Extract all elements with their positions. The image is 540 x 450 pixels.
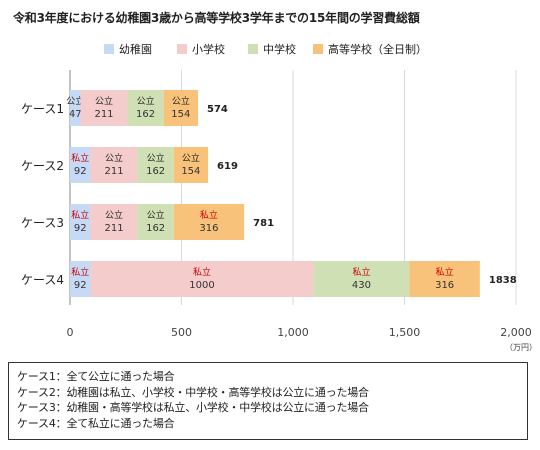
legend-label: 高等学校（全日制） (328, 42, 427, 56)
category-label: ケース2 (21, 159, 64, 173)
total-label: 619 (217, 161, 238, 172)
bar-segment (90, 147, 138, 183)
total-label: 781 (253, 218, 274, 229)
segment-type-label: 公立 (95, 95, 113, 107)
notes-box: ケース1：全て公立に通った場合 ケース2：幼稚園は私立、小学校・中学校・高等学校… (8, 362, 528, 440)
legend-label: 幼稚園 (119, 43, 152, 56)
segment-value-label: 316 (435, 280, 454, 291)
legend-swatch (104, 44, 114, 54)
segment-value-label: 92 (74, 280, 87, 291)
segment-value-label: 162 (146, 166, 165, 177)
segment-value-label: 211 (104, 166, 123, 177)
bar-segment (313, 261, 410, 297)
segment-value-label: 154 (171, 109, 190, 120)
segment-value-label: 154 (181, 166, 200, 177)
note-case-1: ケース1：全て公立に通った場合 (17, 370, 175, 383)
segment-value-label: 211 (94, 109, 113, 120)
axis-labels: 0 500 1,000 1,500 2,000 （万円） (67, 326, 538, 352)
bar-segment (163, 90, 199, 126)
segment-type-label: 公立 (105, 209, 123, 221)
segment-type-label: 私立 (71, 152, 89, 164)
bar-segment (137, 147, 174, 183)
legend-swatch (313, 44, 323, 54)
segment-type-label: 公立 (182, 152, 200, 164)
segment-type-label: 私立 (436, 266, 454, 278)
segment-value-label: 162 (136, 109, 155, 120)
x-tick-label: 1,000 (277, 326, 309, 339)
bar-segment (127, 90, 164, 126)
segment-type-label: 公立 (147, 152, 165, 164)
segment-value-label: 430 (352, 280, 371, 291)
chart-title: 令和3年度における幼稚園3歳から高等学校3学年までの15年間の学習費総額 (13, 11, 420, 25)
bar-segment (70, 147, 91, 183)
bars: 公立 47 公立 211 公立 162 公立 154 574 ケース1 私立 92 公立 211 公立 162… (21, 90, 517, 297)
legend-swatch (248, 44, 258, 54)
segment-type-label: 私立 (352, 266, 370, 278)
segment-value-label: 211 (104, 223, 123, 234)
legend: 幼稚園 小学校 中学校 高等学校（全日制） (104, 42, 427, 56)
bar-segment (137, 204, 174, 240)
total-label: 574 (207, 104, 228, 115)
x-tick-label: 2,000 (500, 326, 532, 339)
total-label: 1838 (489, 275, 517, 286)
bar-segment (173, 147, 209, 183)
bar-segment (70, 261, 91, 297)
bar-segment (90, 204, 138, 240)
segment-value-label: 92 (74, 223, 87, 234)
segment-type-label: 私立 (193, 266, 211, 278)
bar-segment (70, 204, 91, 240)
unit-label: （万円） (505, 343, 537, 352)
segment-value-label: 162 (146, 223, 165, 234)
category-label: ケース4 (21, 273, 64, 287)
segment-type-label: 私立 (71, 209, 89, 221)
x-tick-label: 0 (67, 326, 74, 339)
x-tick-label: 1,500 (389, 326, 421, 339)
bar-segment (173, 204, 245, 240)
bar-segment (90, 261, 314, 297)
bar-segment (80, 90, 128, 126)
segment-value-label: 92 (74, 166, 87, 177)
note-case-2: ケース2：幼稚園は私立、小学校・中学校・高等学校は公立に通った場合 (17, 385, 369, 399)
segment-type-label: 公立 (66, 95, 84, 107)
category-label: ケース3 (21, 216, 64, 230)
x-tick-label: 500 (171, 326, 192, 339)
note-case-3: ケース3：幼稚園・高等学校は私立、小学校・中学校は公立に通った場合 (17, 401, 369, 414)
segment-type-label: 公立 (137, 95, 155, 107)
legend-swatch (177, 44, 187, 54)
bar-segment (70, 90, 81, 126)
segment-value-label: 316 (199, 223, 218, 234)
stacked-bar-chart: 幼稚園 小学校 中学校 高等学校（全日制） 公立 47 公立 211 公立 162 公立 154 57… (21, 42, 538, 352)
segment-value-label: 47 (69, 109, 82, 120)
legend-label: 中学校 (263, 42, 296, 56)
bar-segment (409, 261, 480, 297)
legend-label: 小学校 (192, 42, 225, 56)
segment-type-label: 公立 (147, 209, 165, 221)
segment-value-label: 1000 (189, 280, 214, 291)
segment-type-label: 私立 (71, 266, 89, 278)
segment-type-label: 公立 (172, 95, 190, 107)
category-label: ケース1 (21, 102, 64, 116)
segment-type-label: 私立 (200, 209, 218, 221)
segment-type-label: 公立 (105, 152, 123, 164)
note-case-4: ケース4：全て私立に通った場合 (17, 416, 175, 430)
